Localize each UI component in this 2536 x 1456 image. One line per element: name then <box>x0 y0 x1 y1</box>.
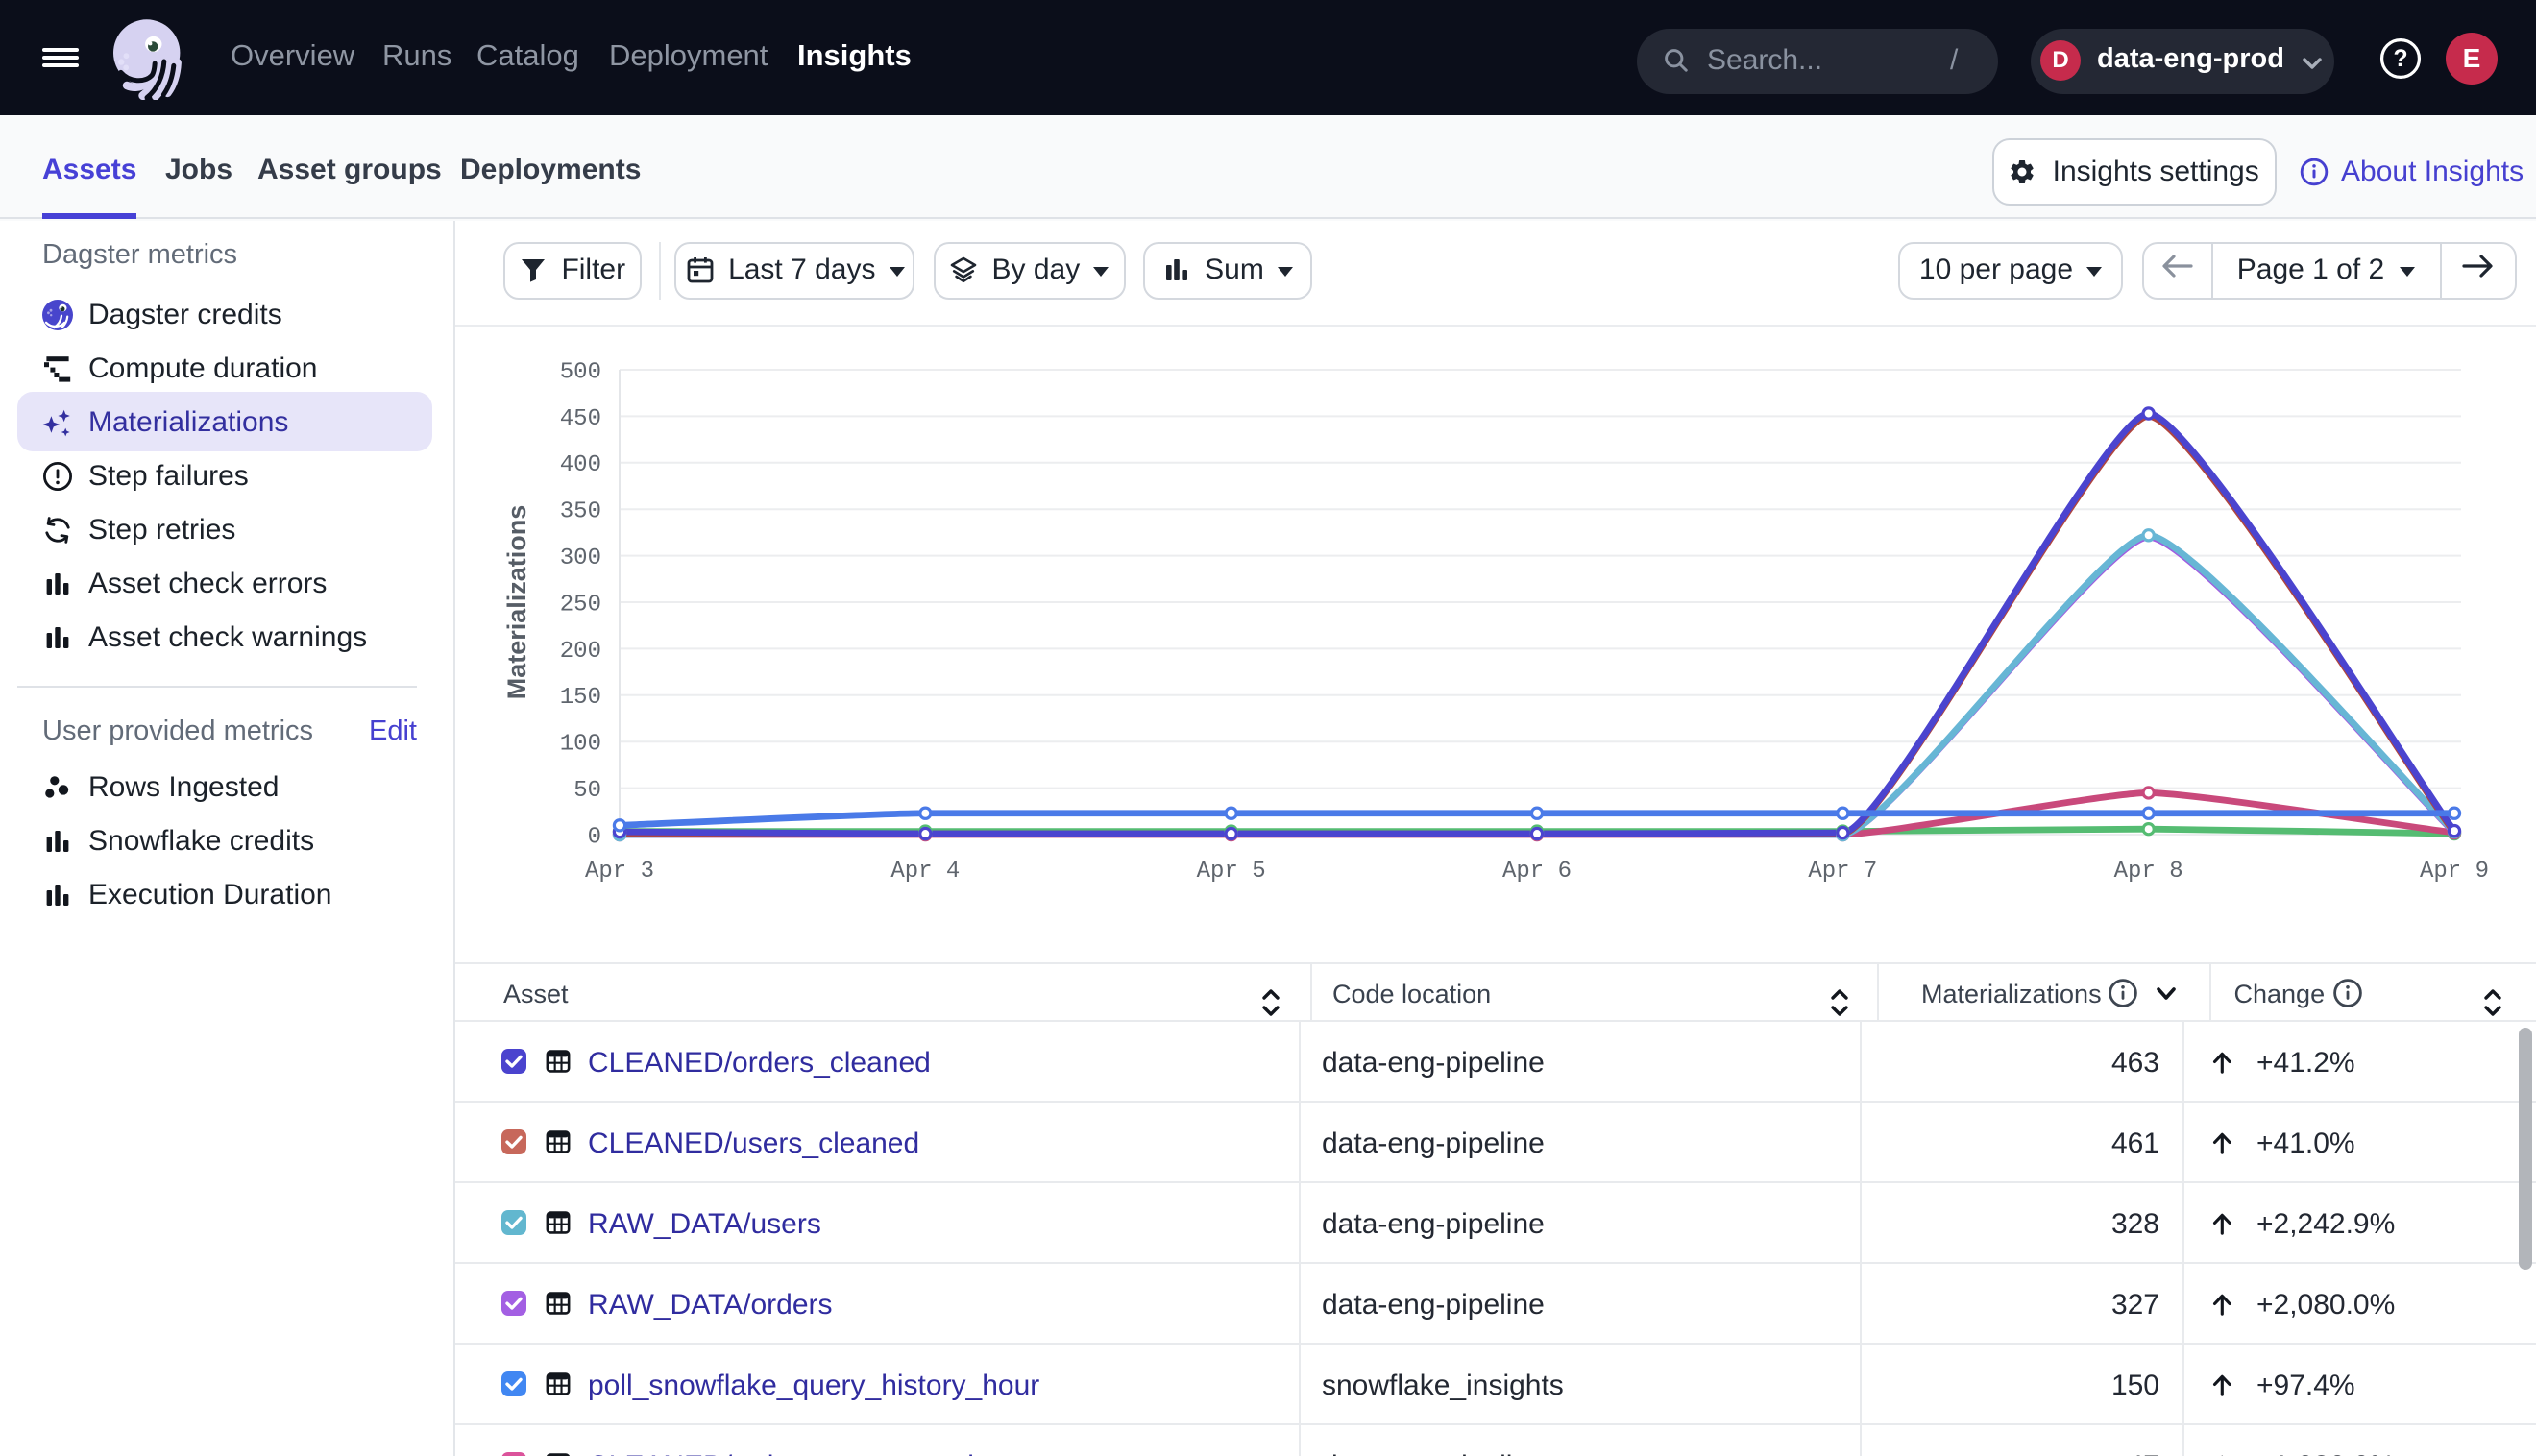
svg-text:400: 400 <box>560 452 601 478</box>
svg-text:350: 350 <box>560 499 601 525</box>
svg-text:450: 450 <box>560 406 601 432</box>
svg-text:Apr 3: Apr 3 <box>585 859 654 885</box>
svg-text:Apr 4: Apr 4 <box>890 859 960 885</box>
svg-text:300: 300 <box>560 546 601 571</box>
svg-text:100: 100 <box>560 732 601 758</box>
svg-text:500: 500 <box>560 359 601 385</box>
svg-text:?: ? <box>2393 45 2407 71</box>
svg-text:250: 250 <box>560 592 601 618</box>
svg-text:50: 50 <box>573 778 601 804</box>
svg-text:200: 200 <box>560 639 601 665</box>
svg-text:Apr 5: Apr 5 <box>1197 859 1266 885</box>
svg-text:Apr 8: Apr 8 <box>2114 859 2183 885</box>
svg-text:Apr 9: Apr 9 <box>2420 859 2489 885</box>
svg-text:Apr 6: Apr 6 <box>1502 859 1572 885</box>
svg-text:0: 0 <box>588 824 601 850</box>
svg-text:Apr 7: Apr 7 <box>1808 859 1877 885</box>
svg-text:Materializations: Materializations <box>502 505 531 700</box>
svg-text:150: 150 <box>560 685 601 711</box>
